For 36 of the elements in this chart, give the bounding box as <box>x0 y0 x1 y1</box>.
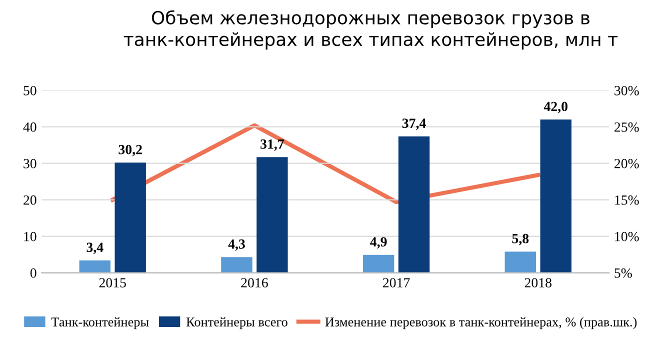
chart-title: Объем железнодорожных перевозок грузов в танк-контейнерах и всех типах контейнеров, млн т <box>124 10 618 50</box>
y-tick-label: 20 <box>24 195 36 205</box>
x-tick-label: 2016 <box>241 278 268 288</box>
data-label: 42,0 <box>544 102 568 114</box>
y2-tick-label: 20% <box>614 158 639 168</box>
data-label: 4,3 <box>228 239 245 251</box>
data-label: 31,7 <box>260 139 284 151</box>
bar <box>221 257 252 273</box>
legend-label: Танк-контейнеры <box>51 317 149 330</box>
bar <box>504 252 536 273</box>
data-label: 30,2 <box>118 144 142 156</box>
legend-label: Изменение перевозок в танк-контейнерах, % (прав.шк.) <box>325 317 637 330</box>
x-tick-label: 2015 <box>99 278 126 288</box>
y2-tick-label: 15% <box>615 195 639 205</box>
bar <box>79 260 110 273</box>
bar <box>398 136 430 273</box>
data-label: 5,8 <box>512 234 529 246</box>
y2-tick-label: 30% <box>614 86 639 96</box>
bar <box>362 254 394 273</box>
y-tick-label: 50 <box>24 86 36 96</box>
bar <box>114 162 146 273</box>
y2-tick-label: 5% <box>614 268 632 278</box>
legend-label: Контейнеры всего <box>186 317 288 330</box>
data-label: 37,4 <box>402 118 426 130</box>
data-label: 4,9 <box>370 237 387 249</box>
x-tick-label: 2017 <box>383 278 410 288</box>
y2-tick-label: 25% <box>614 122 639 132</box>
y2-tick-label: 10% <box>615 232 639 242</box>
y-tick-label: 10 <box>24 232 36 242</box>
x-tick-label: 2018 <box>524 278 552 288</box>
data-label: 3,4 <box>86 242 104 254</box>
y-tick-label: 30 <box>24 158 36 168</box>
y-tick-label: 0 <box>30 268 36 278</box>
y-tick-label: 40 <box>23 122 36 132</box>
bar <box>256 157 288 273</box>
bar <box>540 120 572 273</box>
